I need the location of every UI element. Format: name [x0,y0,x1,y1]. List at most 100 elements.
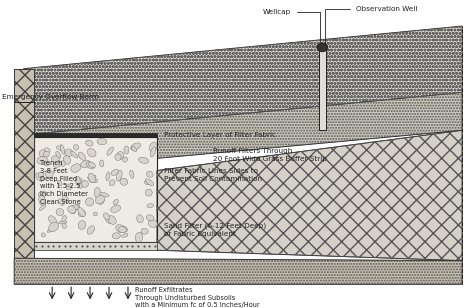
Ellipse shape [49,222,59,232]
Ellipse shape [60,144,65,154]
Ellipse shape [148,220,157,227]
Ellipse shape [113,200,118,205]
Ellipse shape [131,143,141,150]
Ellipse shape [120,226,128,232]
Text: Sand Filter (6-12 Feet Deep)
or Fabric Equivalent: Sand Filter (6-12 Feet Deep) or Fabric E… [164,223,265,237]
Bar [34,137,157,242]
Text: Runoff Filters Through
20 Foot Wide Grass Buffer Strip: Runoff Filters Through 20 Foot Wide Gras… [213,148,327,162]
Ellipse shape [129,170,134,178]
Ellipse shape [131,146,137,152]
Ellipse shape [45,170,53,178]
Ellipse shape [146,171,153,177]
Ellipse shape [116,225,125,233]
Bar [34,133,157,137]
Ellipse shape [45,148,50,153]
Ellipse shape [78,210,85,217]
Ellipse shape [47,226,57,232]
Polygon shape [156,130,462,261]
Ellipse shape [97,139,107,145]
Ellipse shape [62,216,66,222]
Ellipse shape [56,209,64,216]
Text: Wellcap: Wellcap [263,9,320,42]
Ellipse shape [86,198,94,206]
Ellipse shape [108,216,116,224]
Ellipse shape [77,178,82,182]
Ellipse shape [116,152,124,160]
Ellipse shape [141,228,148,234]
Ellipse shape [59,199,64,206]
Ellipse shape [93,212,97,216]
Ellipse shape [111,169,118,176]
Ellipse shape [87,148,96,157]
Polygon shape [14,258,462,284]
Ellipse shape [118,227,127,233]
Ellipse shape [54,162,61,168]
Ellipse shape [137,215,143,223]
Ellipse shape [63,195,69,203]
Ellipse shape [57,180,62,186]
Ellipse shape [38,191,47,197]
Ellipse shape [147,204,154,208]
Text: Filter Fabric Lines Sides to
Prevent Soil Contamination: Filter Fabric Lines Sides to Prevent Soi… [164,168,262,182]
Text: Protective Layer of Filter Fabric: Protective Layer of Filter Fabric [164,132,275,138]
Ellipse shape [81,160,91,168]
Ellipse shape [87,226,94,234]
Ellipse shape [106,216,113,223]
Ellipse shape [107,147,113,155]
Ellipse shape [112,233,120,239]
Ellipse shape [138,157,149,164]
Ellipse shape [82,180,89,187]
Ellipse shape [89,178,98,183]
Ellipse shape [95,195,105,204]
Ellipse shape [75,176,80,185]
Ellipse shape [122,233,128,237]
Ellipse shape [70,205,79,210]
Ellipse shape [86,162,95,169]
Ellipse shape [145,180,151,185]
Ellipse shape [56,151,61,158]
Ellipse shape [66,184,72,190]
Ellipse shape [88,173,95,183]
Text: Trench
3-8 Feet
Deep Filled
with 1.5-2.5
Inch Diameter
Clean Stone: Trench 3-8 Feet Deep Filled with 1.5-2.5… [40,160,88,205]
Bar [319,47,326,130]
Ellipse shape [89,162,95,168]
Ellipse shape [73,144,79,150]
Ellipse shape [100,192,109,197]
Ellipse shape [78,207,85,217]
Ellipse shape [39,150,46,157]
Ellipse shape [94,188,100,198]
Ellipse shape [59,221,67,224]
Ellipse shape [78,221,86,229]
Ellipse shape [37,156,48,164]
Text: Emergency Overflow Berm: Emergency Overflow Berm [2,94,99,100]
Text: Observation Well: Observation Well [325,6,417,45]
Polygon shape [24,26,462,135]
Polygon shape [24,92,462,171]
Ellipse shape [64,156,71,164]
Ellipse shape [317,43,328,52]
Ellipse shape [65,149,73,156]
Ellipse shape [79,183,83,188]
Ellipse shape [51,156,59,162]
Ellipse shape [44,151,49,157]
Ellipse shape [39,204,46,210]
Ellipse shape [41,233,46,237]
Ellipse shape [106,172,110,180]
Ellipse shape [150,147,155,157]
Ellipse shape [149,142,157,152]
Text: Runoff Exfiltrates
Through Undisturbed Subsoils
with a Minimum fc of 0.5 Inches/: Runoff Exfiltrates Through Undisturbed S… [135,287,260,308]
Ellipse shape [39,195,45,205]
Ellipse shape [45,162,49,166]
Ellipse shape [120,178,128,185]
Ellipse shape [71,164,81,172]
Ellipse shape [61,161,65,166]
Polygon shape [14,69,34,258]
Ellipse shape [74,204,80,210]
Ellipse shape [103,213,109,220]
Ellipse shape [124,146,129,154]
Ellipse shape [123,157,128,162]
Ellipse shape [146,215,154,221]
Ellipse shape [62,223,66,229]
Ellipse shape [109,180,115,186]
Ellipse shape [86,140,93,146]
